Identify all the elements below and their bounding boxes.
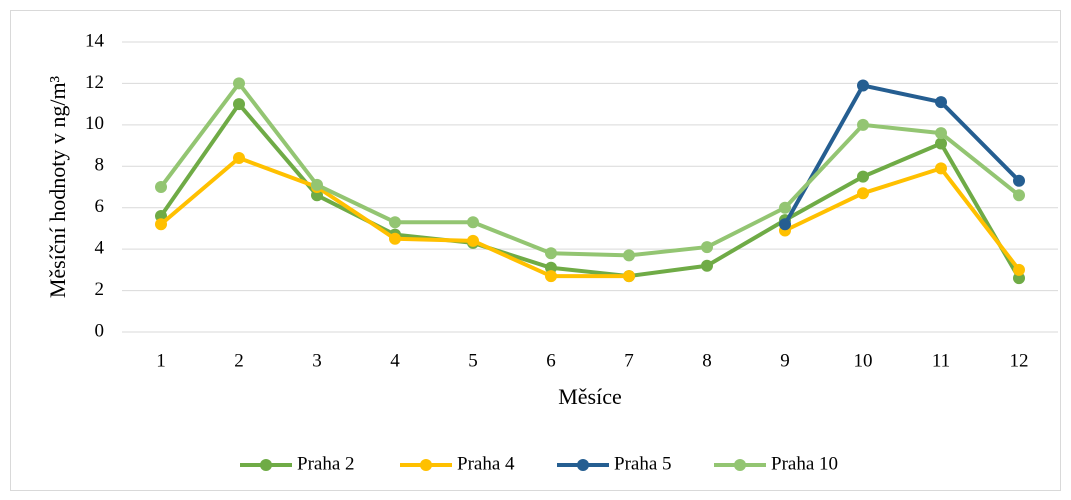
point [467,234,479,247]
point [935,127,947,140]
y-tick-label: 4 [95,238,105,259]
point [779,201,791,214]
legend-marker [577,459,589,471]
legend-label: Praha 4 [457,453,515,474]
y-tick-label: 2 [95,279,105,300]
point [935,137,947,150]
point [779,218,791,231]
y-axis-title: Měsíční hodnoty v ng/m³ [45,75,70,298]
x-tick-label: 7 [624,350,634,371]
point [233,77,245,90]
x-tick-label: 6 [546,350,556,371]
y-tick-label: 14 [85,30,105,51]
point [701,259,713,272]
x-tick-label: 11 [932,350,950,371]
x-tick-label: 4 [390,350,400,371]
point [389,216,401,229]
chart-frame [10,10,1061,491]
point [935,162,947,175]
x-tick-label: 9 [780,350,790,371]
point [701,241,713,254]
legend-marker [260,459,272,471]
legend-label: Praha 5 [614,453,672,474]
y-tick-label: 8 [95,155,105,176]
legend-label: Praha 2 [297,453,355,474]
legend-label: Praha 10 [771,453,838,474]
point [1013,272,1025,285]
point [1013,263,1025,276]
point [623,249,635,262]
series-line [783,83,1021,226]
x-tick-label: 10 [854,350,873,371]
point [545,261,557,274]
point [233,98,245,111]
point [311,189,323,202]
y-tick-label: 0 [95,320,105,341]
series-line [159,81,1021,258]
point [1013,174,1025,187]
point [857,118,869,131]
x-tick-label: 3 [312,350,322,371]
x-tick-label: 2 [234,350,244,371]
x-tick-label: 5 [468,350,478,371]
point [155,210,167,222]
y-tick-label: 6 [95,196,105,217]
point [1013,189,1025,202]
point [233,152,245,164]
y-tick-label: 10 [85,113,104,134]
point [857,187,869,200]
point [545,270,557,283]
point [389,232,401,245]
point [155,181,167,193]
point [857,170,869,183]
x-tick-label: 12 [1010,350,1029,371]
point [467,216,479,229]
point [545,247,557,260]
legend-marker [420,459,432,471]
legend-marker [734,459,746,471]
point [623,270,635,283]
y-tick-label: 12 [85,72,104,93]
point [857,79,869,92]
point [155,218,167,231]
x-axis-title: Měsíce [558,384,622,409]
x-tick-label: 8 [702,350,712,371]
x-tick-label: 1 [156,350,166,371]
point [311,178,323,191]
point [935,96,947,109]
